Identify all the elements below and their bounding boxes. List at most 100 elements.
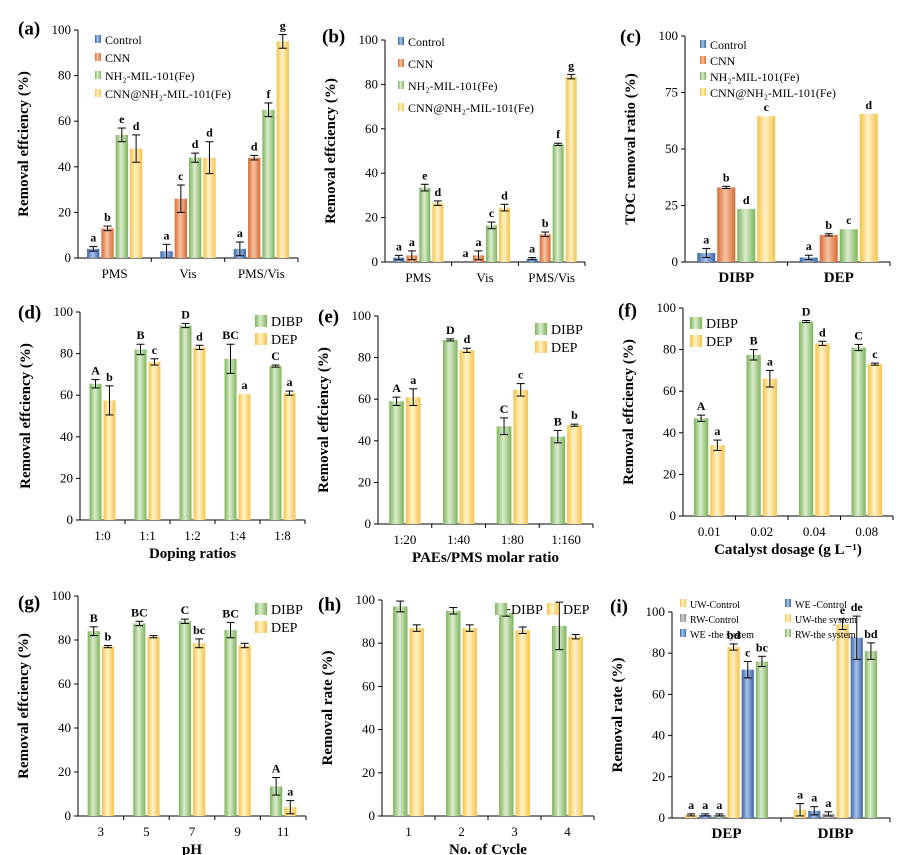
legend-label: RW-the system — [795, 630, 856, 641]
y-tick-label: 20 — [365, 210, 378, 225]
significance-label: c — [764, 100, 770, 114]
legend-swatch — [785, 599, 791, 607]
bar — [727, 647, 740, 818]
legend-label: CNN@NH₂-MIL-101(Fe) — [408, 101, 534, 115]
legend-label: Control — [710, 38, 747, 52]
y-tick-label: 20 — [58, 204, 71, 219]
bar — [699, 814, 712, 818]
significance-label: a — [688, 798, 694, 812]
significance-label: B — [137, 328, 145, 342]
bar — [515, 630, 530, 816]
significance-label: bd — [727, 628, 741, 642]
bar — [446, 610, 461, 816]
significance-label: A — [272, 762, 281, 776]
y-tick-label: 100 — [359, 32, 379, 47]
significance-label: D — [802, 304, 811, 318]
bar — [148, 361, 161, 520]
y-tick-label: 0 — [672, 254, 679, 269]
significance-label: d — [196, 329, 203, 343]
y-tick-label: 80 — [58, 68, 71, 83]
panel-label-c: (c) — [620, 26, 641, 47]
bar — [270, 786, 283, 816]
legend-label: NH₂-MIL-101(Fe) — [710, 70, 800, 84]
significance-label: B — [90, 611, 98, 625]
x-tick-label: 1:8 — [274, 528, 291, 543]
y-axis-label: Removal effciency (%) — [18, 343, 34, 489]
y-axis-label: Removal effciency (%) — [621, 339, 637, 485]
y-tick-label: 40 — [358, 433, 371, 448]
panel-label-g: (g) — [18, 592, 40, 613]
x-tick-label: DEP — [824, 270, 854, 286]
legend: DIBP DEP — [255, 603, 303, 636]
legend-swatch — [255, 603, 267, 615]
bar — [459, 350, 475, 524]
legend-label: DIBP — [271, 315, 303, 330]
y-tick-label: 60 — [358, 391, 371, 406]
bar — [179, 325, 192, 520]
bar — [129, 148, 143, 258]
y-tick-label: 20 — [58, 764, 71, 779]
bar — [550, 436, 566, 524]
legend-swatch — [700, 88, 706, 96]
legend-swatch — [785, 614, 791, 622]
y-tick-label: 0 — [365, 516, 372, 531]
bar — [405, 397, 421, 524]
legend-label: NH₂-MIL-101(Fe) — [105, 69, 195, 83]
y-tick-label: 60 — [362, 678, 375, 693]
bar — [442, 339, 458, 524]
legend-label: DIBP — [551, 323, 583, 338]
significance-label: de — [851, 600, 864, 614]
legend-label: CNN — [105, 51, 131, 65]
x-tick-label: PMS — [102, 266, 128, 281]
y-tick-label: 0 — [67, 512, 74, 527]
y-tick-label: 75 — [665, 85, 678, 100]
panel-h: (h) 0 20 40 60 80 100 Removal rate (%) 1 2 3 4 No. o… — [318, 592, 595, 855]
y-tick-label: 0 — [65, 250, 72, 265]
bar — [133, 623, 146, 816]
bar — [867, 364, 883, 516]
x-tick-label: 3 — [98, 824, 105, 839]
panel-d: (d) 0 20 40 60 80 100 Removal effciency (%) 1:0 A… — [18, 302, 306, 562]
y-tick-label: 60 — [58, 676, 71, 691]
bar — [757, 116, 776, 262]
y-tick-label: 0 — [670, 508, 677, 523]
legend: DIBP DEP — [535, 323, 583, 356]
bar — [684, 814, 698, 818]
panel-g: (g) 0 20 40 60 80 100 Removal effciency (%) 3 Bb 5… — [16, 588, 307, 855]
legend-swatch — [785, 629, 791, 637]
legend: DIBP DEP — [255, 315, 303, 348]
y-tick-label: 80 — [663, 342, 676, 357]
significance-label: d — [819, 325, 826, 339]
legend-swatch — [398, 81, 404, 89]
legend-label: DEP — [271, 621, 298, 636]
legend-label: DIBP — [511, 603, 543, 618]
y-tick-label: 100 — [356, 592, 376, 607]
significance-label: c — [489, 206, 495, 220]
legend-swatch — [255, 621, 267, 633]
significance-label: BC — [131, 605, 148, 619]
bar — [178, 621, 191, 816]
x-tick-label: Vis — [179, 266, 196, 281]
significance-label: B — [750, 334, 758, 348]
significance-label: a — [702, 798, 708, 812]
legend-swatch — [398, 59, 404, 67]
y-tick-label: 0 — [65, 808, 72, 823]
significance-label: d — [192, 137, 199, 151]
y-tick-label: 60 — [365, 121, 378, 136]
x-tick-label: Vis — [476, 270, 493, 285]
significance-label: d — [464, 332, 471, 346]
significance-label: g — [280, 19, 286, 33]
legend-swatch — [680, 599, 686, 607]
bar — [567, 425, 582, 524]
bar — [737, 208, 756, 262]
significance-label: c — [178, 169, 184, 183]
legend-swatch — [495, 603, 507, 615]
y-tick-label: 20 — [652, 769, 665, 784]
panel-label-h: (h) — [318, 594, 341, 615]
significance-label: a — [237, 226, 243, 240]
significance-label: BC — [222, 328, 239, 342]
y-axis-label: Removal rate (%) — [320, 651, 336, 766]
significance-label: e — [119, 112, 125, 126]
bar — [419, 187, 431, 262]
